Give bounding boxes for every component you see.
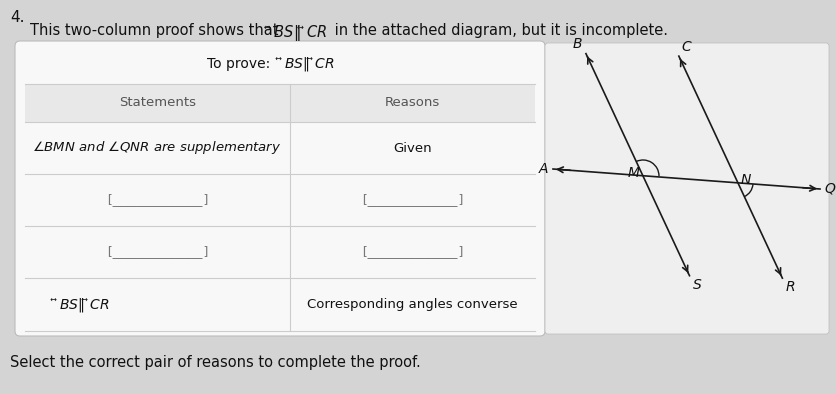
Text: in the attached diagram, but it is incomplete.: in the attached diagram, but it is incom… <box>330 23 668 38</box>
Text: [____________]: [____________] <box>105 193 210 206</box>
Text: C: C <box>682 40 691 54</box>
Text: $\angle BMN$ and $\angle QNR$ are supplementary: $\angle BMN$ and $\angle QNR$ are supple… <box>32 140 282 156</box>
Text: [____________]: [____________] <box>360 246 465 259</box>
Text: 4.: 4. <box>10 10 24 25</box>
Text: S: S <box>692 278 701 292</box>
Text: $\overleftrightarrow{BS}\|\overleftrightarrow{CR}$: $\overleftrightarrow{BS}\|\overleftright… <box>50 296 110 314</box>
Text: $\overleftrightarrow{BS}\|\overleftrightarrow{CR}$: $\overleftrightarrow{BS}\|\overleftright… <box>275 55 335 73</box>
Text: Select the correct pair of reasons to complete the proof.: Select the correct pair of reasons to co… <box>10 356 421 371</box>
Text: [____________]: [____________] <box>105 246 210 259</box>
Text: This two-column proof shows that: This two-column proof shows that <box>30 23 283 38</box>
Text: N: N <box>741 173 752 187</box>
Text: A: A <box>538 162 548 176</box>
Text: To prove:: To prove: <box>207 57 275 71</box>
Text: Statements: Statements <box>119 97 196 110</box>
Text: $\overleftrightarrow{BS}\|\overleftrightarrow{CR}$: $\overleftrightarrow{BS}\|\overleftright… <box>264 23 327 43</box>
Text: Given: Given <box>393 141 432 154</box>
Text: [____________]: [____________] <box>360 193 465 206</box>
FancyBboxPatch shape <box>15 41 545 336</box>
Text: R: R <box>785 280 795 294</box>
Text: B: B <box>573 37 582 51</box>
Text: Reasons: Reasons <box>385 97 440 110</box>
Text: M: M <box>628 166 640 180</box>
Bar <box>25 84 535 122</box>
Text: Q: Q <box>824 182 835 196</box>
FancyBboxPatch shape <box>545 43 829 334</box>
Text: Corresponding angles converse: Corresponding angles converse <box>307 298 517 311</box>
